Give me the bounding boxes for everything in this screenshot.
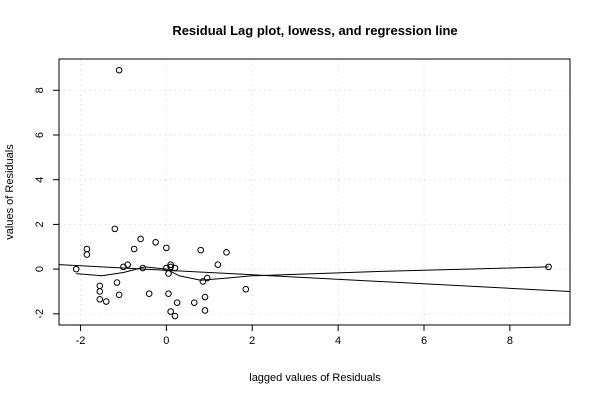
data-point [223,249,230,256]
data-point [145,290,153,298]
data-point [139,264,147,272]
x-tick-label: 2 [249,335,255,347]
data-point [165,290,172,298]
data-point [72,265,80,273]
data-point [163,244,170,252]
data-point [167,263,174,271]
y-tick-label: 8 [34,87,46,93]
data-point [83,245,91,253]
data-point [124,261,132,268]
y-tick-label: 4 [34,177,46,183]
points-layer [72,66,552,320]
x-axis-label: lagged values of Residuals [249,372,381,384]
data-point [242,285,250,293]
x-tick-label: 8 [507,335,513,347]
data-point [201,307,209,314]
data-point [111,225,119,233]
x-axis: -2 0 2 4 6 8 [76,325,513,347]
data-point [96,288,104,295]
data-point [115,291,123,299]
data-point [163,264,170,272]
x-tick-label: 4 [335,335,341,347]
grid-layer [59,59,570,325]
data-point [137,235,144,243]
data-point [173,299,181,306]
data-point [171,312,179,320]
data-point [115,66,123,74]
x-tick-label: 0 [163,335,169,347]
data-point [83,251,91,258]
data-point [165,270,172,277]
data-point [171,264,179,272]
data-point [96,282,104,290]
data-point [197,246,205,254]
data-point [199,278,207,285]
data-point [167,261,174,268]
x-tick-label: 6 [421,335,427,347]
data-point [214,261,222,268]
plot-frame [58,58,571,326]
y-axis-label: values of Residuals [4,144,16,240]
y-tick-label: 0 [34,266,46,272]
y-tick-label: 6 [34,132,46,138]
data-point [201,293,209,301]
y-axis: -2 0 2 4 6 8 [34,87,59,319]
data-point [545,263,552,271]
data-point [167,308,174,315]
data-point [190,299,198,306]
y-tick-label: 2 [34,221,46,227]
data-point [96,295,104,303]
data-point [203,274,211,282]
data-point [152,238,159,246]
data-point [102,298,110,305]
x-tick-label: -2 [76,335,86,347]
chart-title: Residual Lag plot, lowess, and regressio… [172,23,457,38]
y-tick-label: -2 [34,309,46,319]
data-point [113,279,121,286]
data-point [130,245,138,253]
regression-line [58,264,571,292]
